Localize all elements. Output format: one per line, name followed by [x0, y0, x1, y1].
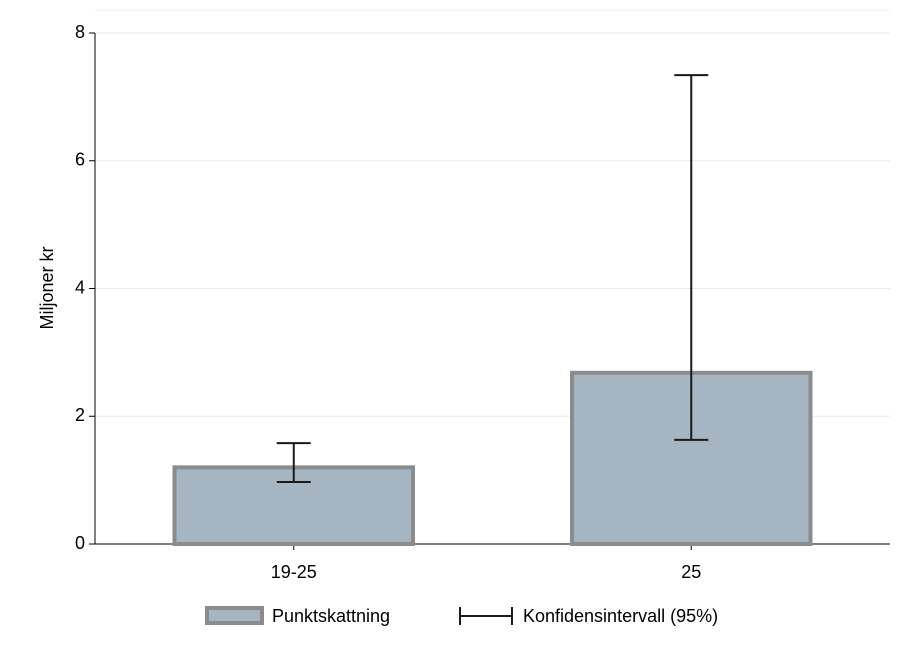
y-tick-label: 8 [75, 22, 85, 42]
y-tick-label: 4 [75, 277, 85, 297]
y-axis-label: Miljoner kr [37, 246, 57, 329]
legend-label: Konfidensintervall (95%) [523, 606, 718, 626]
x-tick-label: 25 [681, 562, 701, 582]
y-tick-label: 2 [75, 405, 85, 425]
y-tick-label: 0 [75, 533, 85, 553]
y-tick-label: 6 [75, 150, 85, 170]
x-tick-label: 19-25 [271, 562, 317, 582]
legend-swatch [205, 606, 264, 625]
legend-label: Punktskattning [272, 606, 390, 626]
